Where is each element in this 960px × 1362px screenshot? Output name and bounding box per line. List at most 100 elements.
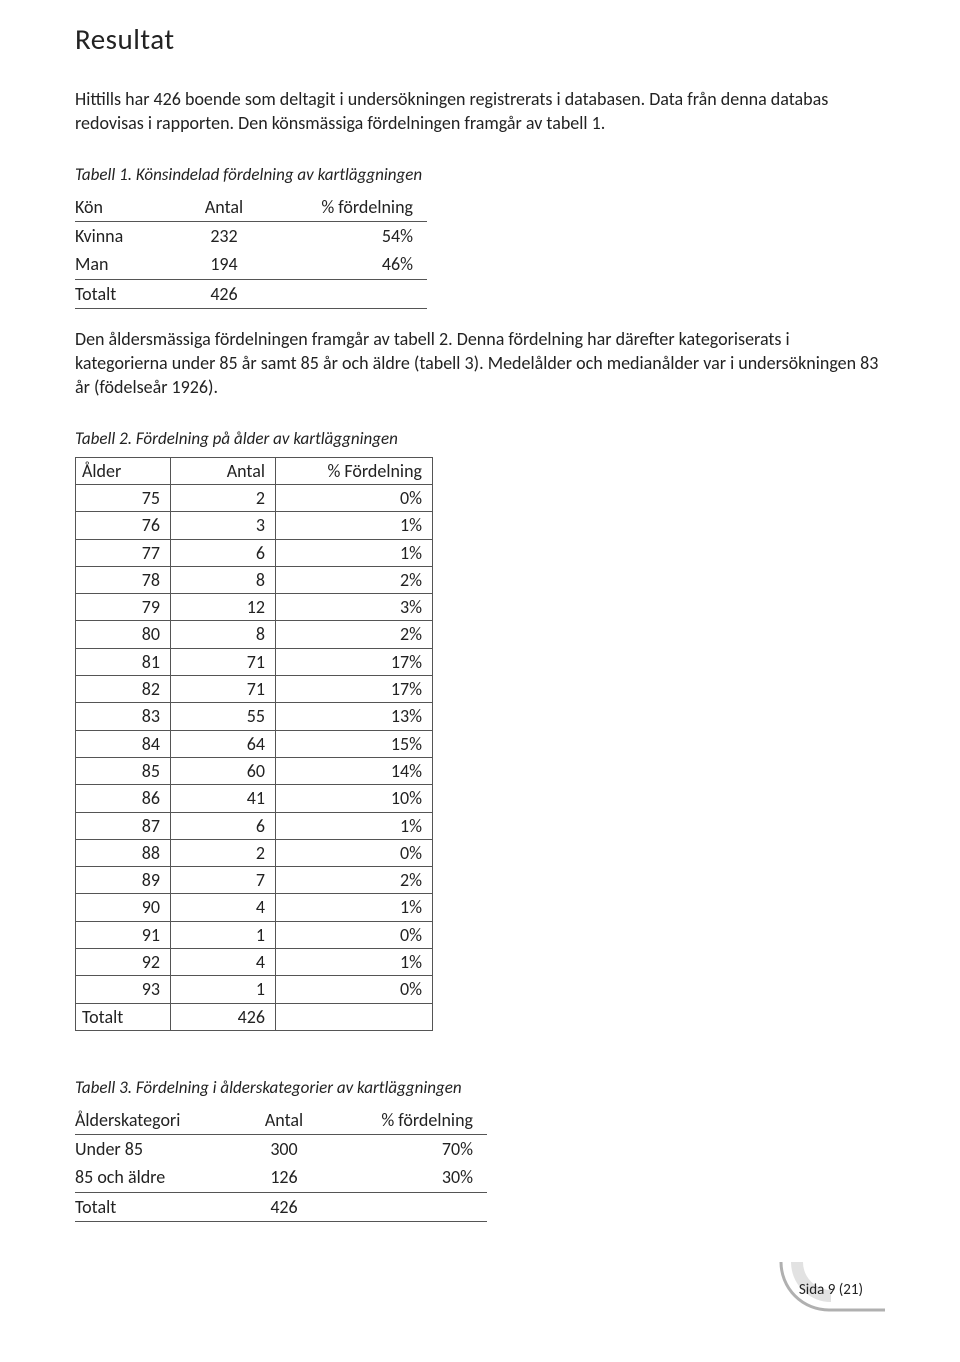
cell: 75 (76, 484, 171, 511)
cell: 126 (239, 1163, 343, 1192)
cell: 54% (283, 221, 427, 250)
cell: 88 (76, 839, 171, 866)
table-row: 79123% (76, 594, 433, 621)
cell (283, 279, 427, 308)
table-row: 827117% (76, 676, 433, 703)
page-title: Resultat (75, 20, 885, 59)
cell: 84 (76, 730, 171, 757)
table-row: Totalt426 (76, 1003, 433, 1030)
table3-header-row: Ålderskategori Antal % fördelning (75, 1106, 487, 1135)
table-row: 7520% (76, 484, 433, 511)
cell: 1 (171, 921, 276, 948)
table2: Ålder Antal % Fördelning 7520%7631%7761%… (75, 457, 433, 1031)
table1-caption-rest: Könsindelad fördelning av kartläggningen (132, 164, 422, 185)
cell: 8 (171, 621, 276, 648)
cell: 1% (276, 512, 433, 539)
table1-h1: Antal (179, 193, 283, 222)
cell: 92 (76, 949, 171, 976)
cell: Under 85 (75, 1135, 239, 1164)
cell: 71 (171, 676, 276, 703)
cell: 85 (76, 757, 171, 784)
table-row: 9310% (76, 976, 433, 1003)
cell (343, 1192, 487, 1221)
table-row: Totalt 426 (75, 279, 427, 308)
cell: 87 (76, 812, 171, 839)
table-row: 7761% (76, 539, 433, 566)
table-row: Kvinna 232 54% (75, 221, 427, 250)
table2-caption: Tabell 2. Fördelning på ålder av kartläg… (75, 428, 885, 451)
cell: 90 (76, 894, 171, 921)
table3: Ålderskategori Antal % fördelning Under … (75, 1106, 487, 1222)
table-row: 856014% (76, 757, 433, 784)
page-number: Sida 9 (21) (799, 1280, 863, 1300)
mid-paragraph: Den åldersmässiga fördelningen framgår a… (75, 327, 885, 400)
cell: 0% (276, 921, 433, 948)
cell (276, 1003, 433, 1030)
table3-caption-rest: Fördelning i ålderskategorier av kartläg… (132, 1077, 462, 1098)
cell: 6 (171, 812, 276, 839)
page-footer: Sida 9 (21) (75, 1262, 885, 1322)
table-row: 9041% (76, 894, 433, 921)
cell: 14% (276, 757, 433, 784)
cell: 2% (276, 621, 433, 648)
cell: 2% (276, 867, 433, 894)
cell: Totalt (76, 1003, 171, 1030)
cell: 60 (171, 757, 276, 784)
cell: 81 (76, 648, 171, 675)
cell: 426 (239, 1192, 343, 1221)
table2-caption-label: Tabell 2. (75, 428, 132, 449)
table-row: 817117% (76, 648, 433, 675)
table3-caption: Tabell 3. Fördelning i ålderskategorier … (75, 1077, 885, 1100)
cell: 17% (276, 676, 433, 703)
intro-paragraph: Hittills har 426 boende som deltagit i u… (75, 87, 885, 136)
cell: 7 (171, 867, 276, 894)
cell: 41 (171, 785, 276, 812)
cell: 71 (171, 648, 276, 675)
table2-caption-rest: Fördelning på ålder av kartläggningen (132, 428, 398, 449)
cell: 15% (276, 730, 433, 757)
table-row: Man 194 46% (75, 250, 427, 279)
table-row: 8820% (76, 839, 433, 866)
table3-caption-label: Tabell 3. (75, 1077, 132, 1098)
cell: 83 (76, 703, 171, 730)
table-row: Totalt 426 (75, 1192, 487, 1221)
cell: 70% (343, 1135, 487, 1164)
cell: 91 (76, 921, 171, 948)
table2-header-row: Ålder Antal % Fördelning (76, 457, 433, 484)
cell: 46% (283, 250, 427, 279)
table-row: 864110% (76, 785, 433, 812)
cell: 30% (343, 1163, 487, 1192)
table1-caption: Tabell 1. Könsindelad fördelning av kart… (75, 164, 885, 187)
cell: 194 (179, 250, 283, 279)
table-row: 846415% (76, 730, 433, 757)
cell: 2 (171, 839, 276, 866)
cell: 77 (76, 539, 171, 566)
cell: 55 (171, 703, 276, 730)
table-row: 85 och äldre 126 30% (75, 1163, 487, 1192)
table-row: 835513% (76, 703, 433, 730)
table1-header-row: Kön Antal % fördelning (75, 193, 427, 222)
cell: 4 (171, 949, 276, 976)
cell: 3 (171, 512, 276, 539)
table2-h1: Antal (171, 457, 276, 484)
cell: 86 (76, 785, 171, 812)
cell: 1% (276, 949, 433, 976)
cell: Totalt (75, 1192, 239, 1221)
cell: 80 (76, 621, 171, 648)
cell: 82 (76, 676, 171, 703)
cell: 232 (179, 221, 283, 250)
table2-h2: % Fördelning (276, 457, 433, 484)
cell: 89 (76, 867, 171, 894)
cell: 4 (171, 894, 276, 921)
cell: 79 (76, 594, 171, 621)
cell: 1% (276, 894, 433, 921)
cell: 2% (276, 566, 433, 593)
cell: Kvinna (75, 221, 179, 250)
table1-caption-label: Tabell 1. (75, 164, 132, 185)
cell: 300 (239, 1135, 343, 1164)
cell: 1% (276, 812, 433, 839)
cell: 8 (171, 566, 276, 593)
cell: 2 (171, 484, 276, 511)
cell: 85 och äldre (75, 1163, 239, 1192)
cell: 0% (276, 484, 433, 511)
